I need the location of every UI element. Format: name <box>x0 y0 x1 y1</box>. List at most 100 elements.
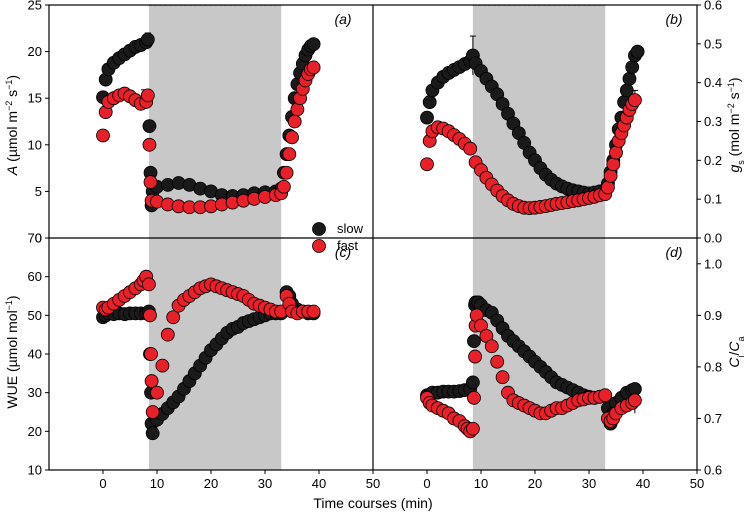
point-slow-3-11 <box>467 334 481 349</box>
y-tick-label-2-2: 30 <box>28 385 42 400</box>
x-tick-label-3-5: 50 <box>690 476 704 491</box>
y-tick-label-3-1: 0.7 <box>704 411 722 426</box>
point-fast-0-10 <box>140 88 155 103</box>
point-slow-0-11 <box>142 119 157 134</box>
point-fast-3-18 <box>484 339 499 354</box>
x-tick-label-2-2: 20 <box>204 476 218 491</box>
point-fast-0-27 <box>276 179 291 194</box>
point-fast-2-17 <box>155 358 170 373</box>
y-tick-label-3-0: 0.6 <box>704 463 722 478</box>
y-tick-label-0-3: 15 <box>28 91 42 106</box>
x-axis-title: Time courses (min) <box>313 495 432 511</box>
point-fast-2-11 <box>141 277 156 292</box>
y-tick-label-1-0: 0.0 <box>704 231 722 246</box>
y-tick-label-1-6: 0.6 <box>704 0 722 13</box>
point-fast-2-16 <box>150 385 164 400</box>
shade-layer <box>148 5 606 470</box>
y-tick-label-3-2: 0.8 <box>704 359 722 374</box>
point-fast-3-47 <box>628 393 642 408</box>
point-fast-3-12 <box>467 390 481 405</box>
x-tick-label-3-1: 10 <box>474 476 488 491</box>
legend-label-slow: slow <box>337 221 364 236</box>
point-fast-0-38 <box>306 60 321 75</box>
point-fast-0-29 <box>282 147 297 162</box>
marks-layer <box>96 32 645 441</box>
legend-label-fast: fast <box>337 238 358 253</box>
y-tick-label-0-4: 20 <box>28 44 42 59</box>
point-slow-1-44 <box>622 71 637 86</box>
y-tick-label-3-3: 0.9 <box>704 308 722 323</box>
y-tick-label-1-1: 0.1 <box>704 192 722 207</box>
x-tick-label-2-3: 30 <box>258 476 272 491</box>
point-fast-0-28 <box>279 165 294 180</box>
y-tick-label-0-5: 25 <box>28 0 42 13</box>
shaded-interval-3 <box>472 238 606 470</box>
point-slow-3-10 <box>465 375 480 390</box>
point-fast-2-13 <box>144 347 158 361</box>
point-fast-2-46 <box>306 304 321 319</box>
legend-marker-fast <box>312 239 326 253</box>
point-slow-2-14 <box>145 426 160 441</box>
point-fast-1-37 <box>606 157 621 172</box>
legend: slow fast <box>312 221 364 253</box>
point-fast-1-35 <box>601 180 615 195</box>
y-tick-label-2-0: 10 <box>28 463 42 478</box>
point-fast-2-19 <box>166 310 181 325</box>
point-slow-1-45 <box>625 60 640 75</box>
point-fast-2-15 <box>145 405 160 419</box>
point-fast-2-14 <box>144 374 159 388</box>
point-fast-3-13 <box>468 349 482 364</box>
point-fast-2-12 <box>143 308 157 323</box>
y-tick-label-1-4: 0.4 <box>704 75 722 90</box>
y-tick-label-3-4: 1.0 <box>704 256 722 271</box>
x-tick-label-2-0: 0 <box>99 476 106 491</box>
point-fast-1-0 <box>420 157 434 172</box>
point-fast-1-36 <box>603 168 618 183</box>
y-tick-label-2-6: 70 <box>28 231 42 246</box>
x-tick-label-2-5: 50 <box>366 476 380 491</box>
ylabel-d: Ci/Ca <box>726 336 746 367</box>
point-fast-0-11 <box>142 137 157 152</box>
panel-label-a: (a) <box>334 11 351 27</box>
ylabel-b: gs (mol m−2 s−1) <box>726 77 746 172</box>
legend-marker-slow <box>312 222 326 236</box>
y-tick-label-2-3: 40 <box>28 347 42 362</box>
x-tick-label-3-4: 40 <box>636 476 650 491</box>
ylabel-a: A (µmol m−2 s−1) <box>4 75 20 176</box>
y-tick-label-2-1: 20 <box>28 424 42 439</box>
x-tick-label-2-1: 10 <box>150 476 164 491</box>
x-tick-label-3-3: 30 <box>582 476 596 491</box>
point-slow-1-47 <box>630 44 645 59</box>
x-tick-label-3-2: 20 <box>528 476 542 491</box>
panel-label-d: (d) <box>665 244 682 260</box>
point-fast-3-19 <box>490 354 505 369</box>
point-fast-3-39 <box>598 388 613 403</box>
point-fast-3-11 <box>465 421 480 436</box>
ylabel-c: WUE (µmol mol−1) <box>4 295 20 408</box>
panel-label-b: (b) <box>665 11 682 27</box>
y-tick-label-2-4: 50 <box>28 308 42 323</box>
panel-label-c: (c) <box>335 244 351 260</box>
point-fast-1-9 <box>463 141 478 156</box>
point-slow-0-10 <box>140 32 155 47</box>
axes-layer: 0 5 10 15 20 25 0.0 0.1 0.2 0.3 0.4 0.5 0.6 10 20 30 40 5… <box>28 0 723 491</box>
point-fast-0-31 <box>287 114 302 129</box>
point-fast-0-0 <box>96 128 110 143</box>
point-fast-3-20 <box>495 370 510 385</box>
point-fast-1-38 <box>609 145 623 160</box>
y-tick-label-1-2: 0.2 <box>704 153 722 168</box>
y-tick-label-1-3: 0.3 <box>704 114 722 129</box>
point-fast-0-30 <box>285 130 299 145</box>
point-fast-0-12 <box>143 175 158 189</box>
y-tick-label-1-5: 0.5 <box>704 36 722 51</box>
y-tick-label-0-1: 5 <box>35 184 42 199</box>
point-fast-2-18 <box>160 327 175 342</box>
point-slow-1-0 <box>420 110 434 125</box>
x-tick-label-2-4: 40 <box>312 476 326 491</box>
y-tick-label-0-2: 10 <box>28 137 42 152</box>
x-tick-label-3-0: 0 <box>423 476 430 491</box>
y-tick-label-2-5: 60 <box>28 269 42 284</box>
point-slow-1-1 <box>422 95 437 109</box>
